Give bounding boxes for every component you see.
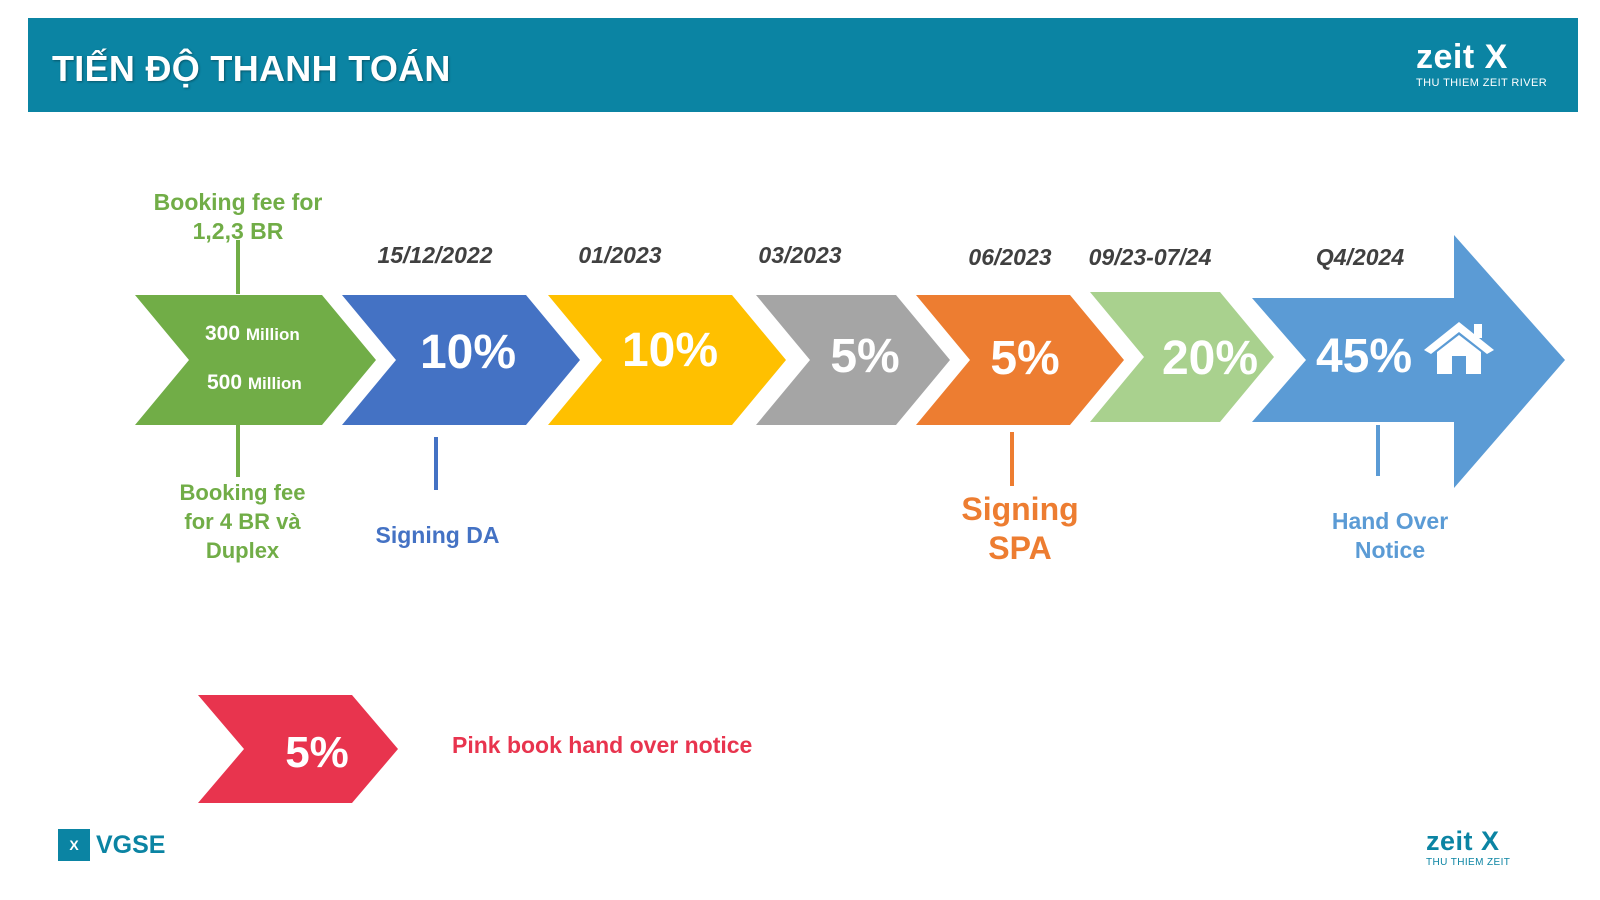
handover-line2: Notice — [1354, 537, 1426, 563]
booking-top-line1: Booking fee for — [153, 189, 323, 215]
pink-book-label: Pink book hand over notice — [452, 732, 753, 758]
step-chevron-1 — [342, 295, 580, 425]
logo-brand: zeit X — [1416, 38, 1508, 76]
step-percent-2: 10% — [621, 324, 719, 377]
booking-bottom-label: Booking fee for 4 BR và Duplex — [145, 478, 340, 565]
booking-top-label: Booking fee for 1,2,3 BR — [138, 188, 338, 246]
step-date-1: 15/12/2022 — [377, 242, 493, 268]
logo-subtitle: THU THIEM ZEIT RIVER — [1416, 77, 1548, 89]
amount-2-value: 500 — [207, 371, 243, 394]
step-percent-6: 45% — [1315, 330, 1413, 383]
step-date-2: 01/2023 — [578, 242, 662, 268]
footer-logo-brand: zeit X — [1426, 826, 1500, 856]
step-date-3: 03/2023 — [758, 242, 842, 268]
vgse-text: VGSE — [96, 830, 166, 859]
zeit-logo: zeit X THU THIEM ZEIT RIVER — [1416, 38, 1547, 89]
step-percent-3: 5% — [830, 330, 900, 383]
amount-2-unit: Million — [247, 374, 302, 393]
booking-bottom-line1: Booking fee — [179, 480, 306, 505]
booking-bottom-line2: for 4 BR và — [184, 509, 301, 534]
handover-line1: Hand Over — [1331, 508, 1449, 534]
amount-1-unit: Million — [245, 325, 300, 344]
step-chevron-5 — [1090, 292, 1274, 422]
page-title: TIẾN ĐỘ THANH TOÁN — [52, 48, 451, 89]
step-arrow-6 — [1252, 235, 1565, 488]
house-icon — [1424, 322, 1494, 374]
footer-zeit-logo: zeit X THU THIEM ZEIT — [1426, 826, 1510, 868]
step-chevron-3 — [756, 295, 950, 425]
amount-1-value: 300 — [205, 322, 241, 345]
header-bar: TIẾN ĐỘ THANH TOÁN zeit X THU THIEM ZEIT… — [28, 18, 1578, 112]
pink-book-percent: 5% — [285, 728, 349, 777]
step-percent-5: 20% — [1161, 332, 1259, 385]
vgse-logo: X VGSE — [58, 828, 165, 862]
booking-top-line2: 1,2,3 BR — [192, 218, 284, 244]
step-date-6: Q4/2024 — [1315, 244, 1405, 270]
signing-spa-line2: SPA — [988, 530, 1052, 566]
handover-label: Hand Over Notice — [1310, 507, 1470, 565]
step-percent-1: 10% — [419, 326, 517, 379]
step-percent-4: 5% — [990, 332, 1060, 385]
booking-chevron — [135, 295, 376, 425]
step-chevron-2 — [548, 295, 786, 425]
step-date-4: 06/2023 — [968, 244, 1052, 270]
signing-spa-line1: Signing — [961, 491, 1079, 527]
signing-spa-label: Signing SPA — [950, 490, 1090, 568]
footer-logo-subtitle: THU THIEM ZEIT — [1426, 857, 1511, 868]
pink-book-chevron — [198, 695, 398, 803]
vgse-mark-icon: X — [58, 829, 90, 861]
step-date-5: 09/23-07/24 — [1088, 244, 1212, 270]
booking-amount-2: 500 Million — [207, 371, 302, 395]
booking-bottom-line3: Duplex — [205, 538, 280, 563]
booking-amount-1: 300 Million — [205, 322, 300, 346]
step-chevron-4 — [916, 295, 1124, 425]
signing-da-label: Signing DA — [375, 522, 500, 548]
